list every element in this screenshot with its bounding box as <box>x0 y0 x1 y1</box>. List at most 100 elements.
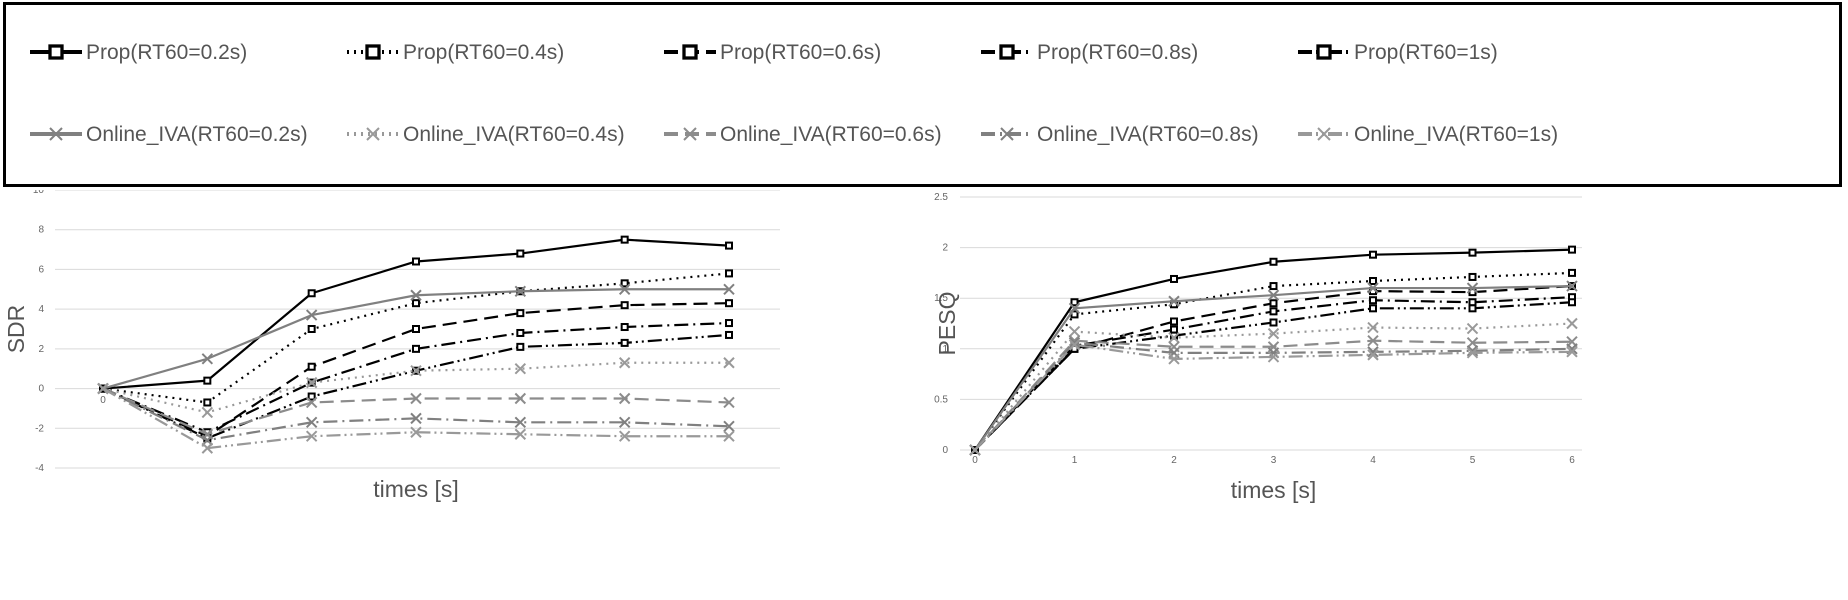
legend-label: Online_IVA(RT60=0.2s) <box>86 123 308 146</box>
data-point <box>203 398 212 407</box>
data-point <box>1466 322 1479 335</box>
data-point <box>1468 272 1477 281</box>
data-point <box>516 342 525 351</box>
series-prop-rt60-0-8s <box>971 293 1576 454</box>
data-point <box>1568 298 1576 307</box>
y-tick-label: 2 <box>942 243 948 254</box>
series-prop-rt60-1s <box>971 298 1576 454</box>
data-point <box>1168 353 1180 365</box>
legend-marker <box>682 44 698 60</box>
series-line <box>102 321 730 434</box>
data-point <box>410 426 422 438</box>
data-point <box>410 289 422 301</box>
legend-item-online-iva-rt60-1s: Online_IVA(RT60=1s) <box>1298 123 1558 146</box>
data-point <box>412 299 420 308</box>
data-point <box>514 363 527 375</box>
x-tick-label: 3 <box>1271 455 1277 466</box>
data-point <box>514 392 527 405</box>
data-point <box>305 309 318 321</box>
series-line <box>102 387 730 436</box>
y-tick-label: 1.5 <box>934 293 948 304</box>
legend-item-prop-rt60-0-8s: Prop(RT60=0.8s) <box>981 41 1198 64</box>
data-point <box>305 416 318 429</box>
legend-item-prop-rt60-0-4s: Prop(RT60=0.4s) <box>347 41 564 64</box>
legend-item-prop-rt60-1s: Prop(RT60=1s) <box>1298 41 1498 64</box>
series-online-iva-rt60-1s <box>97 382 735 454</box>
series-prop-rt60-0-2s <box>99 235 733 393</box>
legend-marker <box>1000 127 1014 141</box>
data-point <box>1170 317 1178 326</box>
data-point <box>618 392 631 405</box>
legend-marker <box>1316 44 1332 60</box>
data-point <box>201 442 214 454</box>
data-point <box>203 376 212 385</box>
y-tick-label: 8 <box>38 225 44 236</box>
data-point <box>1367 334 1379 347</box>
data-point <box>725 269 733 278</box>
data-point <box>723 396 735 409</box>
data-point <box>307 392 316 401</box>
data-point <box>1369 304 1377 313</box>
legend-label: Prop(RT60=0.4s) <box>403 41 564 64</box>
data-point <box>1068 339 1081 351</box>
data-point <box>725 299 733 308</box>
data-point <box>1168 295 1180 307</box>
data-point <box>516 309 525 318</box>
legend-marker <box>49 127 63 141</box>
legend-label: Online_IVA(RT60=0.6s) <box>720 123 942 146</box>
series-online-iva-rt60-0-4s <box>969 317 1578 456</box>
data-point <box>723 283 735 295</box>
legend-label: Online_IVA(RT60=1s) <box>1354 123 1558 146</box>
data-point <box>1367 282 1379 294</box>
data-point <box>969 444 981 456</box>
data-point <box>1468 304 1477 313</box>
data-point <box>305 396 318 409</box>
data-point <box>723 420 735 433</box>
data-point <box>201 353 214 365</box>
data-point <box>1269 282 1278 291</box>
data-point <box>1367 321 1379 334</box>
y-tick-label: 4 <box>38 304 44 315</box>
data-point <box>620 323 629 332</box>
data-point <box>410 364 422 377</box>
x-tick-label: 0 <box>100 395 106 406</box>
legend-item-prop-rt60-0-2s: Prop(RT60=0.2s) <box>30 41 247 64</box>
data-point <box>1566 317 1578 330</box>
y-tick-label: 1 <box>942 344 948 355</box>
legend-label: Online_IVA(RT60=0.4s) <box>403 123 625 146</box>
data-point <box>1170 274 1178 283</box>
legend-label: Online_IVA(RT60=0.8s) <box>1037 123 1259 146</box>
data-point <box>618 430 631 442</box>
data-point <box>1068 337 1081 349</box>
data-point <box>725 241 733 250</box>
data-point <box>725 330 733 339</box>
data-point <box>307 289 316 298</box>
series-online-iva-rt60-1s <box>969 339 1578 456</box>
data-point <box>410 412 422 425</box>
legend-item-online-iva-rt60-0-2s: Online_IVA(RT60=0.2s) <box>30 123 308 146</box>
data-point <box>725 319 733 328</box>
data-point <box>307 325 316 333</box>
data-point <box>412 344 420 353</box>
data-point <box>1068 325 1081 338</box>
data-point <box>1568 268 1576 277</box>
data-point <box>620 235 629 244</box>
legend-marker <box>48 44 64 60</box>
data-point <box>516 328 525 337</box>
data-point <box>1369 276 1377 285</box>
legend-item-online-iva-rt60-0-4s: Online_IVA(RT60=0.4s) <box>347 123 625 146</box>
data-point <box>620 338 629 347</box>
chart-legend: Prop(RT60=0.2s) Prop(RT60=0.4s) Prop(RT60=… <box>30 41 1558 146</box>
legend-item-prop-rt60-0-6s: Prop(RT60=0.6s) <box>664 41 881 64</box>
data-point <box>1369 250 1377 259</box>
data-point <box>1269 307 1278 316</box>
series-online-iva-rt60-0-6s <box>97 382 735 440</box>
data-point <box>1369 296 1377 305</box>
legend-marker <box>1317 127 1331 141</box>
legend-marker <box>999 44 1015 60</box>
y-tick-label: 0.5 <box>934 394 948 405</box>
data-point <box>618 416 631 429</box>
y-tick-label: 0 <box>38 384 44 395</box>
data-point <box>1566 280 1578 292</box>
data-point <box>618 283 631 295</box>
